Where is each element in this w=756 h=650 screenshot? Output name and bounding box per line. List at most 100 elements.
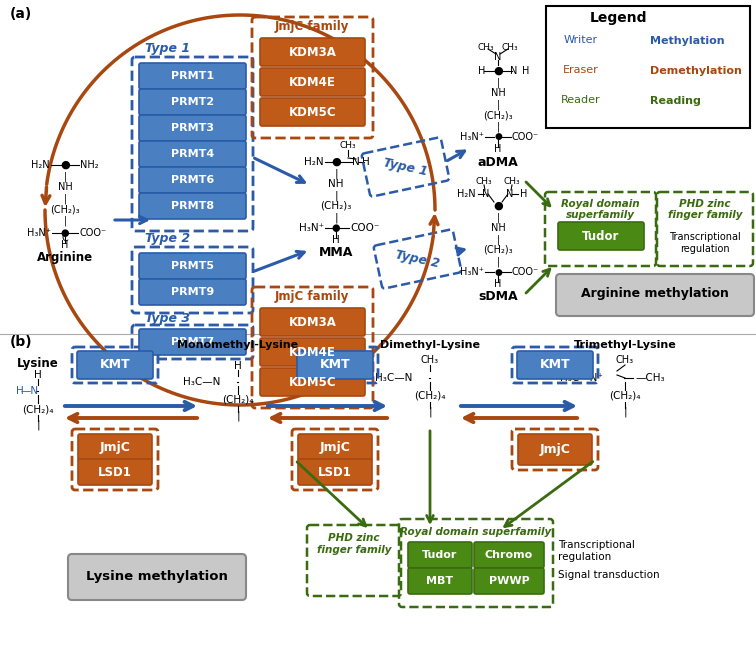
Text: H₃C—N: H₃C—N: [375, 373, 412, 383]
Text: PRMT7: PRMT7: [171, 337, 214, 347]
Text: H: H: [494, 144, 502, 154]
Text: MMA: MMA: [319, 246, 353, 259]
Text: H₃N⁺: H₃N⁺: [460, 267, 484, 277]
Text: PWWP: PWWP: [488, 576, 529, 586]
FancyBboxPatch shape: [139, 89, 246, 115]
FancyBboxPatch shape: [139, 115, 246, 141]
Text: CH₃: CH₃: [478, 42, 494, 51]
Text: PRMT6: PRMT6: [171, 175, 214, 185]
Text: LSD1: LSD1: [318, 465, 352, 478]
Text: CH₃: CH₃: [616, 355, 634, 365]
Text: H: H: [234, 361, 242, 371]
Text: (b): (b): [10, 335, 33, 349]
Text: H: H: [522, 66, 529, 76]
Text: JmjC: JmjC: [540, 443, 571, 456]
Text: (CH₂)₄: (CH₂)₄: [222, 395, 254, 405]
Text: Tudor: Tudor: [423, 550, 457, 560]
Text: H₃C—N: H₃C—N: [183, 377, 220, 387]
Text: Eraser: Eraser: [563, 65, 599, 75]
FancyBboxPatch shape: [78, 459, 152, 485]
Text: Type 3: Type 3: [145, 312, 191, 325]
Text: —N: —N: [21, 386, 39, 396]
Text: regulation: regulation: [680, 244, 730, 254]
FancyBboxPatch shape: [139, 253, 246, 279]
Text: (CH₂)₃: (CH₂)₃: [483, 110, 513, 120]
Text: H₃N⁺: H₃N⁺: [460, 132, 484, 142]
Text: LSD1: LSD1: [98, 465, 132, 478]
Text: (CH₂)₄: (CH₂)₄: [609, 391, 641, 401]
Text: CH₃: CH₃: [339, 140, 356, 150]
FancyBboxPatch shape: [260, 338, 365, 366]
Text: H: H: [61, 240, 69, 250]
Text: PRMT4: PRMT4: [171, 149, 214, 159]
Text: |: |: [497, 257, 500, 267]
Text: Transcriptional: Transcriptional: [669, 232, 741, 242]
Text: |: |: [497, 78, 500, 88]
Text: Legend: Legend: [590, 11, 647, 25]
Text: COO⁻: COO⁻: [512, 132, 539, 142]
Text: ●: ●: [331, 157, 341, 167]
Text: PRMT8: PRMT8: [171, 201, 214, 211]
Text: Transcriptional: Transcriptional: [558, 540, 635, 550]
Text: Signal transduction: Signal transduction: [558, 570, 660, 580]
Text: (CH₂)₄: (CH₂)₄: [414, 391, 446, 401]
Text: Type 2: Type 2: [394, 248, 441, 270]
Text: Trimethyl-Lysine: Trimethyl-Lysine: [574, 340, 677, 350]
Text: H₂N: H₂N: [457, 189, 476, 199]
FancyBboxPatch shape: [298, 459, 372, 485]
Text: |: |: [64, 172, 67, 182]
FancyBboxPatch shape: [260, 38, 365, 66]
Text: H₂N: H₂N: [32, 160, 50, 170]
Text: KMT: KMT: [320, 359, 350, 372]
Text: |: |: [428, 407, 432, 417]
FancyBboxPatch shape: [139, 167, 246, 193]
Text: Dimethyl-Lysine: Dimethyl-Lysine: [380, 340, 480, 350]
Text: finger family: finger family: [668, 210, 742, 220]
Text: NH₂: NH₂: [80, 160, 98, 170]
FancyBboxPatch shape: [260, 308, 365, 336]
FancyBboxPatch shape: [139, 141, 246, 167]
FancyBboxPatch shape: [546, 6, 750, 128]
Text: |: |: [497, 99, 500, 111]
FancyBboxPatch shape: [297, 351, 373, 379]
Text: Tudor: Tudor: [582, 229, 620, 242]
Text: KDM5C: KDM5C: [289, 376, 336, 389]
Text: JmjC: JmjC: [320, 441, 351, 454]
Text: |: |: [497, 122, 500, 132]
FancyBboxPatch shape: [78, 434, 152, 461]
Text: |: |: [334, 190, 338, 202]
Text: CH₃: CH₃: [476, 177, 492, 187]
Text: |: |: [334, 169, 338, 179]
Text: ●: ●: [493, 201, 503, 211]
Text: ●: ●: [60, 228, 70, 238]
Text: NH: NH: [491, 88, 505, 98]
Text: ●: ●: [332, 223, 340, 233]
Text: KDM3A: KDM3A: [289, 315, 336, 328]
Text: (CH₂)₄: (CH₂)₄: [22, 404, 54, 414]
Text: KDM5C: KDM5C: [289, 105, 336, 118]
Text: Royal domain superfamily: Royal domain superfamily: [401, 527, 552, 537]
Text: |: |: [236, 411, 240, 421]
Text: KMT: KMT: [540, 359, 570, 372]
Text: Monomethyl-Lysine: Monomethyl-Lysine: [178, 340, 299, 350]
Text: Chromo: Chromo: [485, 550, 533, 560]
FancyBboxPatch shape: [260, 98, 365, 126]
Text: |: |: [64, 216, 67, 226]
Text: H₃N⁺: H₃N⁺: [299, 223, 324, 233]
Text: NH: NH: [328, 179, 344, 189]
FancyBboxPatch shape: [518, 434, 592, 465]
Text: H: H: [34, 370, 42, 380]
Text: N: N: [507, 189, 513, 199]
Text: ●: ●: [494, 268, 502, 276]
Text: ●: ●: [60, 160, 70, 170]
Text: NH: NH: [491, 223, 505, 233]
FancyBboxPatch shape: [139, 329, 246, 355]
Text: COO⁻: COO⁻: [350, 223, 380, 233]
Text: |: |: [334, 213, 338, 223]
Text: sDMA: sDMA: [479, 291, 518, 304]
Text: (CH₂)₃: (CH₂)₃: [50, 204, 80, 214]
Text: H: H: [479, 66, 485, 76]
FancyBboxPatch shape: [68, 554, 246, 600]
FancyBboxPatch shape: [260, 368, 365, 396]
Text: N: N: [352, 157, 360, 167]
